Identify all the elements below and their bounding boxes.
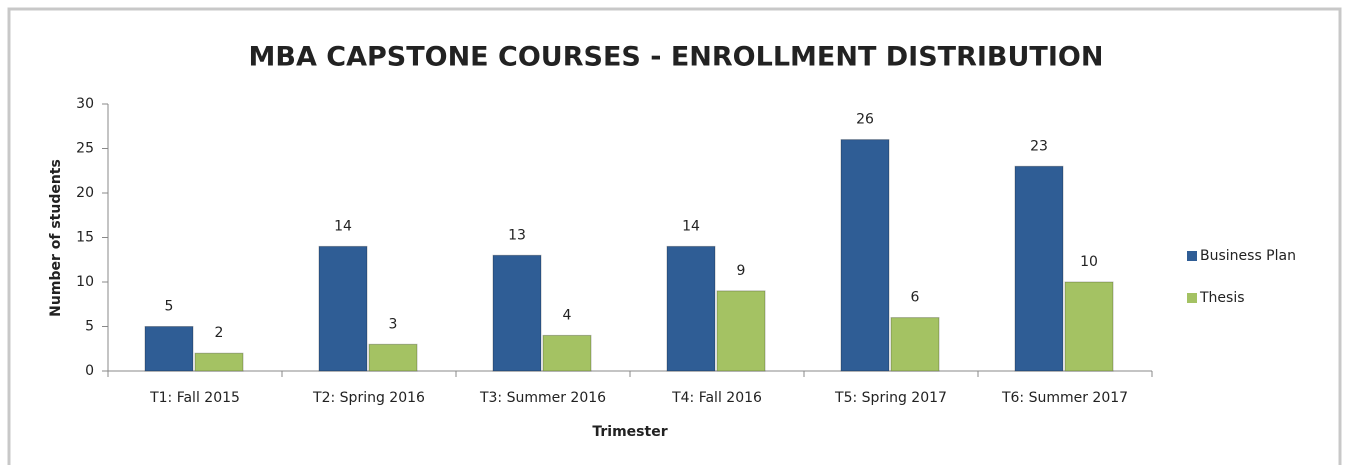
x-axis-label: Trimester xyxy=(592,424,667,440)
x-tick-label: T3: Summer 2016 xyxy=(479,390,606,406)
data-label: 23 xyxy=(1030,138,1048,154)
data-label: 14 xyxy=(682,218,700,234)
y-tick-label: 0 xyxy=(85,363,94,379)
y-tick-label: 30 xyxy=(76,96,94,112)
bar xyxy=(840,139,890,372)
y-tick-label: 10 xyxy=(76,274,94,290)
x-tick-label: T2: Spring 2016 xyxy=(312,390,425,406)
bar xyxy=(144,326,194,372)
data-label: 5 xyxy=(165,299,174,315)
x-tick-label: T6: Summer 2017 xyxy=(1001,390,1128,406)
chart-frame xyxy=(7,7,1342,465)
bar xyxy=(318,245,368,372)
data-label: 9 xyxy=(737,263,746,279)
x-tick-label: T1: Fall 2015 xyxy=(149,390,240,406)
bar xyxy=(666,245,716,372)
data-label: 14 xyxy=(334,218,352,234)
bar xyxy=(890,317,940,372)
data-label: 2 xyxy=(215,325,224,341)
x-tick-label: T4: Fall 2016 xyxy=(671,390,762,406)
bar xyxy=(492,254,542,372)
data-label: 10 xyxy=(1080,254,1098,270)
bar xyxy=(542,334,592,372)
data-label: 13 xyxy=(508,227,526,243)
bar xyxy=(194,352,244,372)
legend-swatch xyxy=(1187,293,1197,303)
data-label: 4 xyxy=(563,307,572,323)
data-label: 3 xyxy=(389,316,398,332)
y-tick-label: 5 xyxy=(85,319,94,335)
legend-swatch xyxy=(1187,251,1197,261)
y-tick-label: 25 xyxy=(76,141,94,157)
chart-title: MBA CAPSTONE COURSES - ENROLLMENT DISTRI… xyxy=(249,42,1104,73)
legend-label: Thesis xyxy=(1199,290,1245,306)
y-tick-label: 20 xyxy=(76,185,94,201)
bar xyxy=(1014,165,1064,372)
data-label: 6 xyxy=(911,290,920,306)
bar xyxy=(716,290,766,372)
y-tick-label: 15 xyxy=(76,230,94,246)
legend-label: Business Plan xyxy=(1200,248,1296,264)
x-tick-label: T5: Spring 2017 xyxy=(834,390,947,406)
data-label: 26 xyxy=(856,112,874,128)
y-axis-label: Number of students xyxy=(48,159,64,317)
bar xyxy=(368,343,418,372)
bar xyxy=(1064,281,1114,372)
